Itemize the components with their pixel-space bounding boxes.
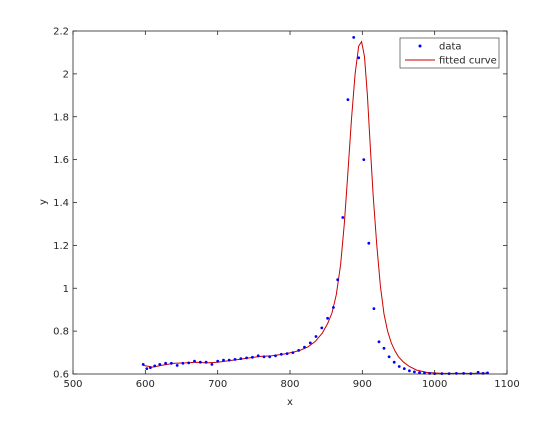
data-point (268, 355, 272, 359)
data-point (141, 363, 145, 366)
legend: data fitted curve (399, 37, 500, 69)
data-point (193, 359, 196, 363)
data-point (372, 307, 376, 310)
data-point (204, 360, 208, 364)
data-point (362, 158, 366, 162)
y-tick-label: 2 (63, 69, 69, 80)
data-point (314, 335, 318, 338)
data-point (274, 354, 277, 358)
data-point (367, 241, 371, 245)
data-point (153, 364, 157, 368)
data-point (392, 360, 396, 364)
data-point (210, 363, 214, 366)
plot-frame (72, 30, 508, 375)
data-point (149, 366, 152, 369)
legend-box (399, 37, 500, 69)
y-tick-label: 1 (63, 284, 69, 295)
x-tick-label: 900 (353, 379, 372, 390)
data-point (476, 370, 480, 374)
data-point (164, 361, 168, 365)
data-point (170, 361, 173, 365)
data-point (245, 356, 249, 360)
data-point (332, 306, 335, 309)
x-tick-label: 1100 (494, 379, 519, 390)
x-tick-label: 1000 (422, 379, 447, 390)
data-point (187, 361, 191, 365)
y-axis-label: y (38, 199, 49, 205)
data-point (352, 36, 356, 39)
data-point (377, 340, 381, 344)
fitted-curve-line (143, 40, 488, 374)
x-axis-label: x (287, 397, 293, 408)
data-point (408, 369, 411, 373)
data-point (402, 367, 406, 370)
data-point (227, 358, 231, 362)
data-point (303, 345, 306, 349)
y-tick-label: 2.2 (53, 27, 69, 38)
data-point (336, 278, 340, 282)
legend-label-fitted-curve: fitted curve (439, 56, 497, 67)
data-point (222, 358, 225, 362)
data-point (145, 367, 149, 370)
data-point (233, 358, 237, 361)
data-point (239, 357, 243, 360)
data-point (382, 346, 386, 350)
ticks-layer: 500 600 700 800 900 1000 1100 0.6 0.8 1 1.2 1.4 1.6 1… (53, 27, 520, 391)
data-point (413, 370, 416, 374)
data-point (486, 371, 489, 375)
x-tick-label: 600 (136, 379, 155, 390)
legend-label-data: data (439, 42, 462, 53)
legend-data-marker (418, 44, 422, 48)
x-tick-label: 800 (280, 379, 299, 390)
x-tick-label: 500 (63, 379, 82, 390)
data-point (297, 349, 301, 352)
data-point (320, 326, 324, 330)
series-layer (141, 36, 489, 375)
data-point (346, 98, 350, 101)
data-point (308, 341, 312, 345)
y-tick-label: 1.2 (53, 241, 69, 252)
data-point (341, 216, 345, 219)
data-point (262, 355, 266, 359)
y-tick-label: 0.8 (53, 327, 69, 338)
data-point (397, 365, 401, 368)
data-point (326, 316, 329, 320)
data-point (285, 352, 289, 355)
x-tick-label: 700 (208, 379, 227, 390)
data-point (291, 351, 295, 354)
y-tick-label: 1.4 (53, 198, 69, 209)
data-point (175, 364, 179, 367)
plot-area (73, 31, 507, 374)
data-point (198, 360, 202, 364)
data-point (418, 371, 421, 375)
data-point (279, 352, 283, 356)
data-point (256, 354, 260, 358)
data-point (251, 355, 254, 359)
data-point (158, 363, 162, 366)
data-point (216, 359, 220, 363)
y-tick-label: 1.8 (53, 112, 69, 123)
data-point (387, 355, 391, 359)
data-point (181, 361, 185, 365)
data-point (357, 56, 361, 60)
y-tick-label: 0.6 (53, 370, 69, 381)
y-tick-label: 1.6 (53, 155, 69, 166)
